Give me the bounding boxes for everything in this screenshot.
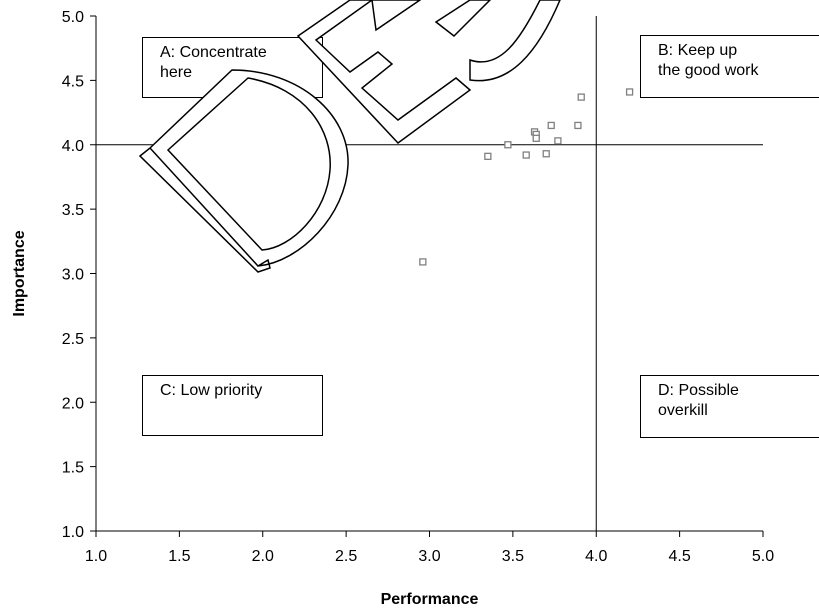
data-point — [504, 141, 512, 149]
data-point — [574, 121, 582, 130]
x-axis-title: Performance — [381, 591, 479, 608]
quadrant-b-line-2: the good work — [658, 62, 759, 79]
data-point — [484, 152, 492, 160]
x-tick-label: 1.0 — [85, 548, 107, 565]
watermark-letter-d — [138, 69, 349, 273]
y-tick-label: 1.0 — [62, 524, 84, 541]
y-tick-label: 5.0 — [62, 9, 84, 26]
quadrant-d-line-1: D: Possible — [658, 382, 739, 399]
x-tick-label: 4.0 — [585, 548, 607, 565]
data-point — [554, 137, 562, 145]
data-point — [532, 134, 540, 142]
y-tick-label: 3.5 — [62, 202, 84, 219]
x-tick-label: 2.5 — [335, 548, 357, 565]
y-tick-label: 2.5 — [62, 331, 84, 348]
quadrant-d-line-2: overkill — [658, 402, 708, 419]
y-tick-label: 4.0 — [62, 138, 84, 155]
data-point — [419, 258, 427, 266]
y-tick-label: 4.5 — [62, 73, 84, 90]
quadrant-c-label: C: Low priority — [142, 375, 323, 436]
x-tick-label: 2.0 — [252, 548, 274, 565]
quadrant-b-label: B: Keep up the good work — [640, 35, 819, 98]
y-axis-title: Importance — [11, 230, 28, 316]
data-points — [419, 88, 634, 266]
x-tick-label: 1.5 — [168, 548, 190, 565]
y-tick-label: 2.0 — [62, 395, 84, 412]
quadrant-d-label: D: Possible overkill — [640, 375, 819, 438]
data-point — [542, 150, 550, 158]
x-tick-label: 3.5 — [502, 548, 524, 565]
data-point — [547, 121, 555, 130]
quadrant-a-line-1: A: Concentrate — [160, 44, 267, 61]
x-tick-label: 4.5 — [669, 548, 691, 565]
y-tick-label: 3.0 — [62, 267, 84, 284]
quadrant-c-line-1: C: Low priority — [160, 382, 263, 399]
data-point — [522, 151, 530, 159]
quadrant-a-line-2: here — [160, 64, 193, 81]
ticks: 1.0 1.5 2.0 2.5 3.0 3.5 4.0 4.5 5.0 1.0 1.5 2.0 2.5 3… — [62, 9, 774, 565]
quadrant-b-line-1: B: Keep up — [658, 42, 738, 59]
y-tick-label: 1.5 — [62, 460, 84, 477]
x-tick-label: 3.0 — [418, 548, 440, 565]
watermark-letter-e — [296, 0, 472, 144]
x-tick-label: 5.0 — [752, 548, 774, 565]
data-point — [625, 88, 634, 96]
data-point — [577, 93, 585, 101]
watermark-letter-fragment — [434, 0, 561, 82]
